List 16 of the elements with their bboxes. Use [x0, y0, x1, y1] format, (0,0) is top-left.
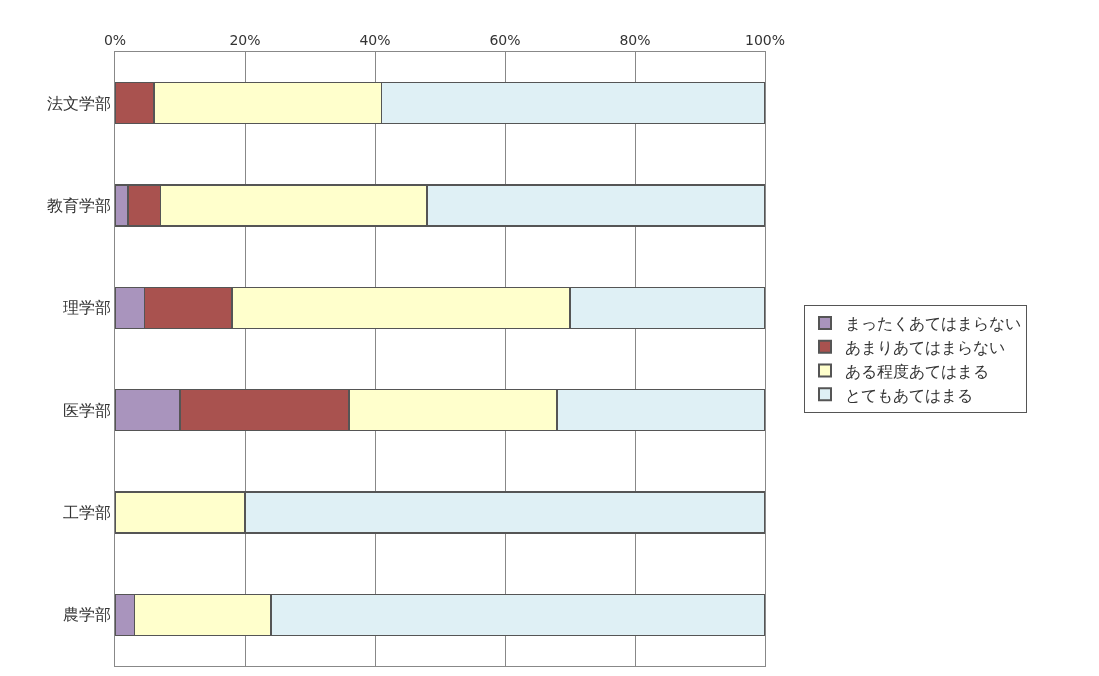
x-tick-label: 80% — [619, 32, 651, 49]
y-tick-label: 法文学部 — [46, 93, 111, 113]
y-tick-label: 医学部 — [62, 400, 111, 420]
y-tick-label: 農学部 — [62, 605, 111, 625]
legend-label: まったくあてはまらない — [845, 314, 1021, 334]
x-tick-label: 20% — [229, 32, 261, 49]
y-tick-label: 工学部 — [62, 503, 111, 523]
legend-label: とてもあてはまる — [845, 385, 973, 405]
x-tick-label: 60% — [489, 32, 521, 49]
y-tick-label: 教育学部 — [46, 196, 111, 216]
legend-label: あまりあてはまらない — [845, 337, 1005, 357]
y-tick-label: 理学部 — [62, 298, 111, 318]
x-tick-label: 0% — [103, 32, 127, 49]
x-tick-label: 100% — [744, 32, 786, 49]
legend-label: ある程度あてはまる — [845, 361, 989, 381]
x-tick-label: 40% — [359, 32, 391, 49]
